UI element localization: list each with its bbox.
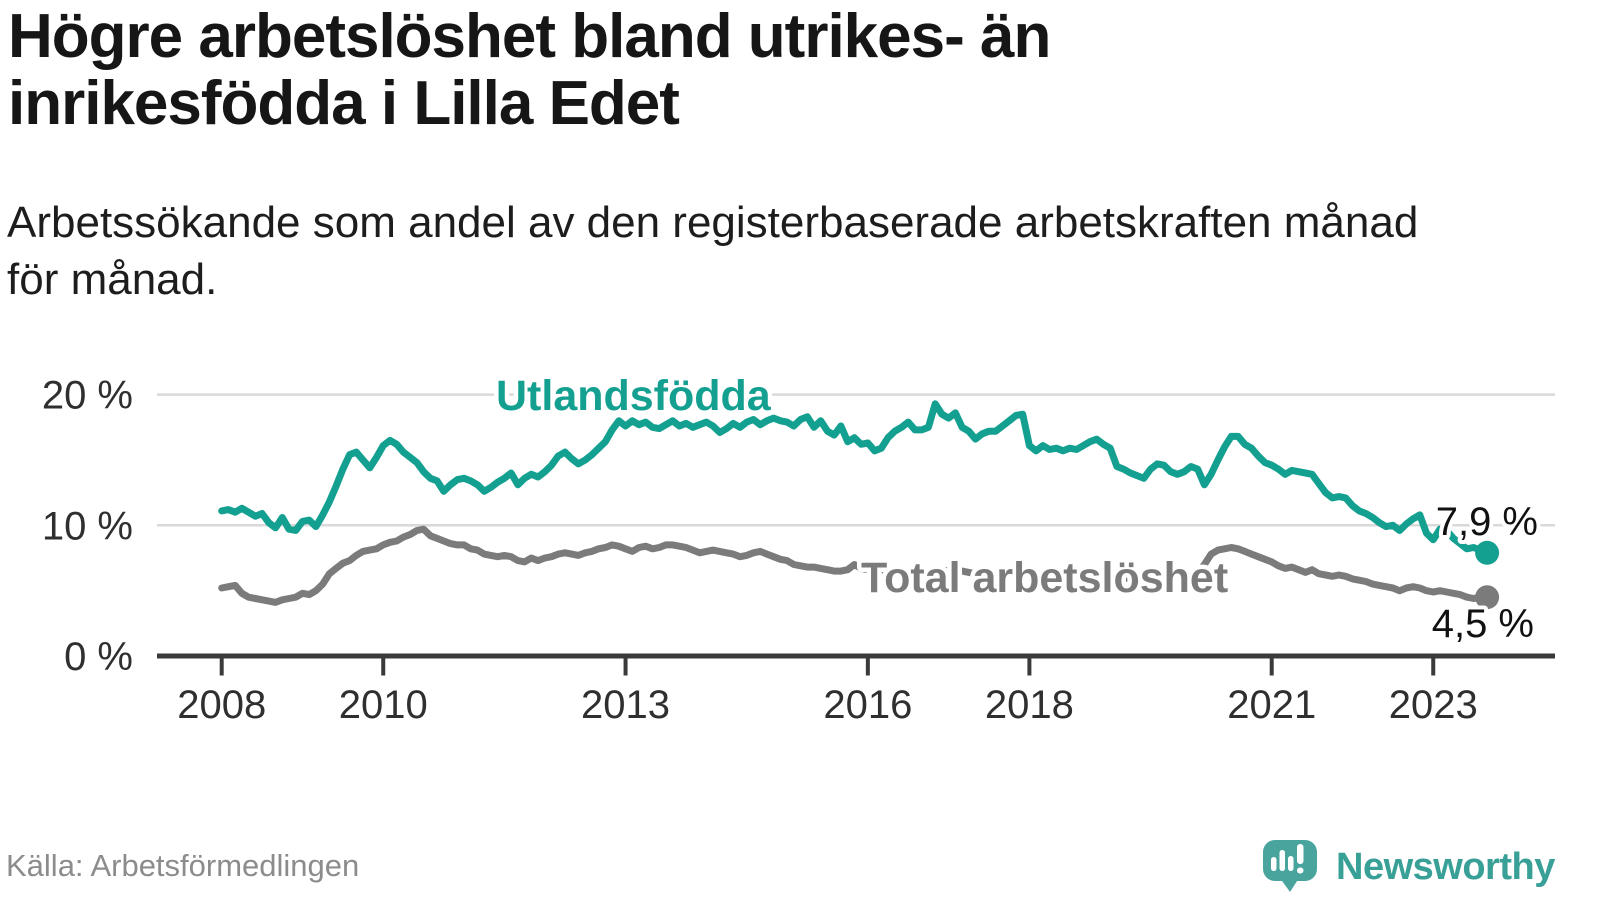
x-axis-label: 2010 [339, 683, 428, 727]
x-axis-label: 2023 [1389, 683, 1478, 727]
newsworthy-icon [1263, 840, 1317, 892]
x-axis-label: 2013 [581, 683, 670, 727]
series-label-utlandsfodda: Utlandsfödda [496, 372, 772, 420]
x-axis-label: 2021 [1227, 683, 1316, 727]
series-end-dot-total [1475, 585, 1500, 610]
y-axis-label: 20 % [42, 374, 133, 418]
series-line-total [218, 525, 1491, 606]
x-axis-label: 2008 [177, 683, 266, 727]
series-end-value-utlandsfodda: 7,9 % [1436, 500, 1538, 544]
newsworthy-wordmark: Newsworthy [1336, 846, 1555, 888]
y-axis-label: 10 % [42, 504, 133, 548]
series-label-total: Total arbetslöshet [861, 554, 1228, 602]
x-axis-label: 2018 [985, 683, 1074, 727]
page-title: Högre arbetslöshet bland utrikes- än inr… [8, 2, 1051, 138]
series-line-utlandsfodda [218, 400, 1491, 557]
source-text: Källa: Arbetsförmedlingen [6, 848, 360, 883]
series-end-value-total: 4,5 % [1432, 602, 1534, 646]
series-end-dot-utlandsfodda [1475, 540, 1500, 565]
x-axis-label: 2016 [823, 683, 912, 727]
page-subtitle: Arbetssökande som andel av den registerb… [7, 198, 1419, 305]
y-axis-label: 0 % [64, 635, 133, 679]
newsworthy-logo: Newsworthy [1263, 840, 1556, 892]
